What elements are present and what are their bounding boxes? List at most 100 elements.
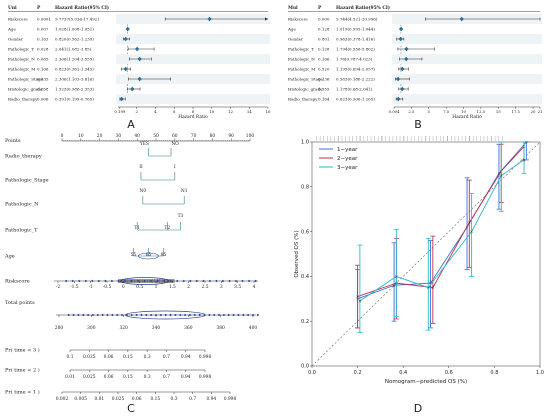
- nomo-points-tick-label: 50: [153, 134, 159, 139]
- forest-x-tick-label: 2.5: [408, 109, 415, 114]
- nomo-riskscore-tick-label: 0: [122, 285, 125, 290]
- nomo-total-points-marker: [96, 313, 100, 317]
- forest-row-label: Pathologic_T: [8, 47, 34, 52]
- forest-row-label: Pathologic_M: [288, 67, 315, 72]
- calib-series-marker: ×: [470, 229, 473, 234]
- calib-series-marker: ×: [468, 220, 471, 225]
- forest-row-hr: 2.041(1.082-3.85): [55, 47, 92, 52]
- nomo-total-points-marker: [208, 313, 211, 317]
- nomo-total-points-marker: [232, 313, 235, 317]
- calib-y-tick-label: 0.6: [301, 229, 309, 235]
- forest-row-label: Radio_therapy: [288, 97, 318, 102]
- nomo-survival-tick-label: 0.94: [206, 397, 216, 402]
- nomo-total-points-marker: [120, 313, 124, 317]
- nomo-survival-tick-label: 0.94: [181, 355, 191, 360]
- nomo-riskscore-label: Riskscore: [5, 279, 30, 285]
- calibration-plot-d: 0.0 0.2 0.4 0.6 0.8 1.0 0.0 0.2 0.4 0.6 0.8 1.0 Nomo…: [294, 136, 544, 385]
- forest-point: [396, 96, 401, 102]
- forest-row-p: 0.106: [37, 67, 49, 72]
- forest-x-tick-label: 10: [461, 109, 466, 114]
- forest-x-tick-label: 7.5: [443, 109, 450, 114]
- forest-point: [119, 96, 124, 102]
- forest-row-label: Pathologic_N: [288, 57, 315, 62]
- calib-series-marker: ×: [358, 299, 361, 304]
- nomo-points-tick-label: 70: [191, 134, 197, 139]
- nomo-level-label: 55: [131, 253, 137, 258]
- nomo-variable-label: Pathologic_N: [5, 202, 39, 208]
- forest-row-p: 0.065: [37, 57, 49, 62]
- nomo-level-label: N0: [140, 189, 147, 194]
- forest-row-label: Age: [7, 27, 16, 32]
- calib-plot-frame: [311, 141, 541, 367]
- nomo-riskscore-distribution: [120, 277, 170, 285]
- nomo-total-points-marker: [67, 313, 70, 317]
- nomo-total-points-marker: [174, 313, 177, 317]
- forest-row-hr: 1.019(0.995-1.044): [336, 27, 375, 32]
- forest-row-p: 0.0001: [37, 17, 51, 22]
- calib-y-tick-label: 0.0: [301, 364, 309, 370]
- forest-row-hr: 1.794(0.556-5.802): [336, 47, 375, 52]
- nomo-survival-tick-label: 0.005: [74, 397, 87, 402]
- nomo-riskscore-tick-label: 2.5: [202, 285, 209, 290]
- nomo-riskscore-marker: [136, 279, 140, 283]
- forest-x-tick-label: 10: [209, 109, 214, 114]
- nomo-total-points-marker: [198, 313, 201, 317]
- forest-row-p: 0.028: [37, 47, 49, 52]
- nomo-survival-tick-label: 0.15: [123, 355, 133, 360]
- forest-row-hr: 2.306(1.204-3.559): [55, 57, 94, 62]
- forest-row-hr: 0.391(0.199-0.765): [55, 97, 94, 102]
- nomo-riskscore-tick-label: 3.5: [234, 285, 241, 290]
- nomo-total-points-marker: [130, 313, 134, 317]
- nomo-survival-label: Pr( time < 2 ): [5, 367, 40, 374]
- calib-y-tick-label: 0.2: [301, 319, 309, 325]
- nomo-survival-tick-label: 0.7: [189, 397, 196, 402]
- forest-row-label: Age: [287, 27, 296, 32]
- nomo-level-label: 85: [161, 253, 167, 258]
- nomo-riskscore-tick-label: -1: [89, 285, 93, 290]
- forest-point: [134, 46, 140, 52]
- calib-series-line: [359, 159, 525, 302]
- nomo-riskscore-tick-label: -0.5: [103, 285, 112, 290]
- forest-row-p: 0.128: [318, 47, 330, 52]
- forest-row-hr: 1.76(0.787-4.023): [336, 57, 373, 62]
- forest-row-hr: 0.963(0.378-1.416): [336, 37, 375, 42]
- nomo-level-label: YES: [139, 142, 149, 147]
- nomo-total-points-marker: [101, 313, 104, 317]
- forest-x-axis-label: Hazard Ratio: [452, 115, 482, 120]
- nomo-riskscore-marker: [110, 279, 114, 283]
- calib-x-axis-label: Nomogram−predicted OS (%): [385, 379, 467, 385]
- nomo-age-distribution: [138, 252, 159, 260]
- nomo-level-label: T1: [134, 226, 140, 231]
- nomo-riskscore-marker: [215, 279, 218, 283]
- forest-row-p: 0.164: [318, 97, 330, 102]
- calib-series-marker: ×: [497, 171, 500, 176]
- calib-series-marker: ×: [392, 283, 395, 288]
- nomo-survival-tick-label: 0.3: [144, 355, 151, 360]
- nomo-level-label: N1: [181, 189, 188, 194]
- forest-point: [130, 86, 135, 92]
- nomo-riskscore-tick-label: 1: [155, 285, 158, 290]
- nomo-riskscore-marker: [91, 279, 94, 283]
- calib-x-tick-label: 0.0: [308, 370, 316, 376]
- nomo-level-label: T3: [178, 214, 184, 219]
- forest-header-var: Mul: [288, 6, 298, 11]
- forest-x-tick-label: 15: [496, 109, 501, 114]
- forest-row-p: 0.166: [318, 57, 330, 62]
- forest-row-band: [116, 34, 270, 44]
- nomo-riskscore-marker: [221, 279, 225, 283]
- calib-series-marker: ×: [522, 157, 525, 162]
- forest-x-tick-label: 0.199: [114, 109, 125, 114]
- forest-row-hr: 9.7737(5.036-17.492): [55, 17, 99, 22]
- forest-row-p: 0.559: [318, 87, 330, 92]
- nomo-riskscore-marker: [156, 279, 159, 283]
- calib-series-line: [357, 146, 525, 297]
- nomo-riskscore-marker: [169, 279, 172, 283]
- forest-point: [125, 26, 130, 32]
- nomo-total-points-marker: [188, 313, 192, 317]
- forest-row-p: 0.035: [37, 77, 49, 82]
- nomo-riskscore-tick-label: 0.5: [136, 285, 143, 290]
- calib-series-marker: ×: [356, 294, 359, 299]
- forest-point: [400, 86, 405, 92]
- calib-series-marker: ×: [427, 285, 430, 290]
